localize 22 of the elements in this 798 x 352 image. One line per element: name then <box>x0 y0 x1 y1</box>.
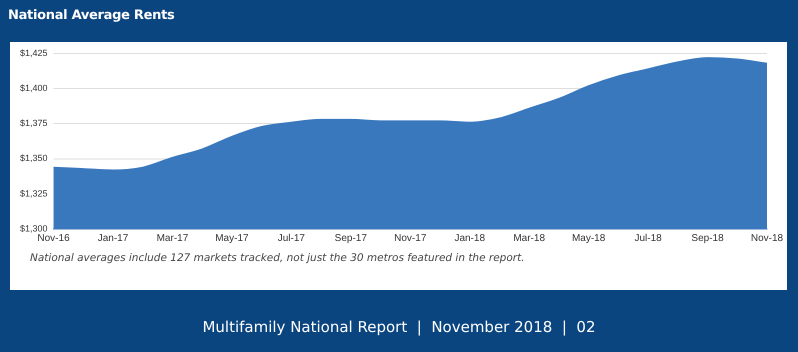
y-tick-label: $1,425 <box>20 48 48 58</box>
y-tick-label: $1,400 <box>20 83 48 94</box>
x-tick-label: Jan-17 <box>98 232 129 244</box>
x-tick-label: Jul-17 <box>278 232 306 244</box>
y-tick-label: $1,325 <box>20 188 48 198</box>
x-tick-label: Nov-18 <box>750 232 784 244</box>
x-tick-label: Sep-17 <box>334 232 368 244</box>
text: Multifamily National Report | November 2018 | 02 <box>201 318 597 336</box>
x-tick-label: Nov-17 <box>394 232 427 244</box>
x-tick-label: Nov-16 <box>37 232 70 244</box>
y-tick-label: $1,375 <box>20 118 48 128</box>
x-tick-label: Mar-18 <box>513 232 546 244</box>
x-tick-label: Jan-18 <box>454 232 486 244</box>
x-tick-label: May-17 <box>215 232 249 244</box>
y-tick-label: $1,350 <box>20 153 48 164</box>
x-tick-label: Jul-18 <box>634 232 662 244</box>
x-tick-label: May-18 <box>572 232 606 244</box>
x-tick-label: Mar-17 <box>156 232 189 244</box>
y-tick-label: $1,300 <box>20 223 48 234</box>
chart-title: National Average Rents <box>8 8 174 23</box>
text: National averages include 127 markets tracked, not just the 30 metros featured in the report. <box>30 252 525 264</box>
x-tick-label: Sep-18 <box>691 232 724 244</box>
